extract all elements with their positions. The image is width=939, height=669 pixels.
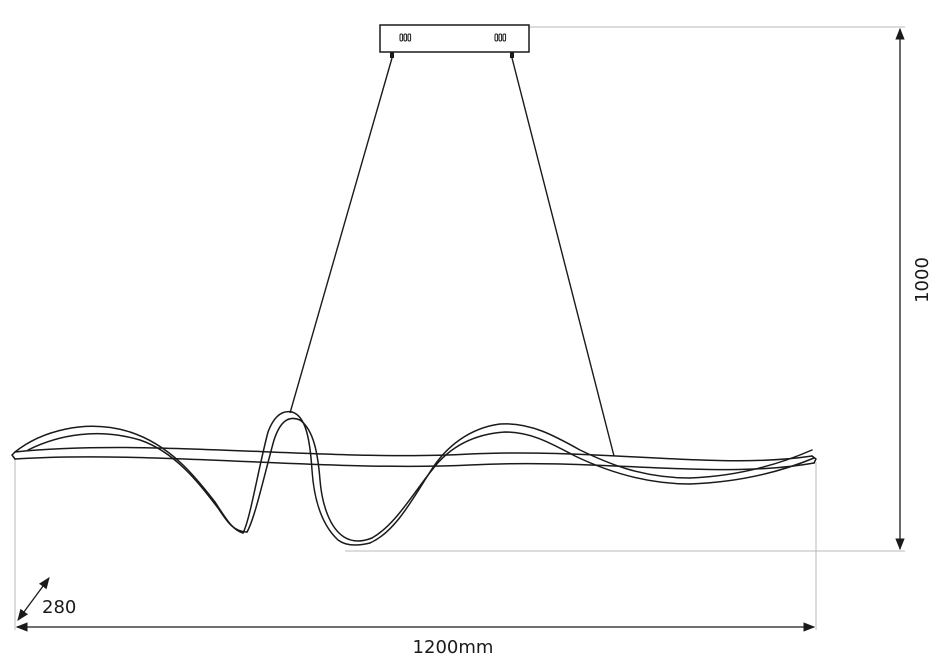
canopy-screw-holes-left (399, 33, 412, 42)
height-dimension-label: 1000 (912, 257, 933, 303)
ceiling-canopy (379, 24, 530, 58)
ribbon-right-rise-outer (369, 423, 691, 544)
canopy-screw-holes-right (494, 33, 507, 42)
ribbon-center-loop-right (246, 417, 301, 533)
ribbon-center-loop-descent-inner (299, 419, 373, 542)
led-ribbon-body (11, 410, 817, 546)
ribbon-left-arc-inner (27, 432, 248, 533)
ribbon-band-lower-edge (14, 456, 815, 471)
suspension-cable-right (511, 57, 615, 457)
depth-dimension-label: 280 (42, 597, 76, 618)
height-dimension: 1000 (895, 27, 933, 551)
ribbon-band-left-end (11, 451, 16, 460)
suspension-cables (289, 57, 615, 457)
width-dimension: 1200mm (15, 622, 816, 658)
ribbon-right-rise-inner (371, 431, 691, 539)
ribbon-band-right-end (811, 455, 817, 464)
cable-clamp-right (510, 52, 514, 58)
width-dimension-label: 1200mm (413, 637, 494, 658)
cable-clamp-left (390, 52, 394, 58)
ribbon-right-tail-outer (689, 449, 813, 479)
depth-dimension-line (17, 577, 50, 621)
extension-lines (14, 26, 905, 630)
ribbon-center-loop-left (242, 410, 293, 534)
depth-dimension: 280 (17, 577, 76, 621)
canopy-plate (379, 24, 530, 53)
suspension-cable-left (289, 57, 393, 414)
ribbon-left-arc-outer (14, 425, 244, 534)
ribbon-center-loop-descent-outer (291, 411, 371, 546)
ribbon-right-tail-inner (689, 457, 815, 485)
ribbon-band-upper-edge (14, 446, 813, 462)
